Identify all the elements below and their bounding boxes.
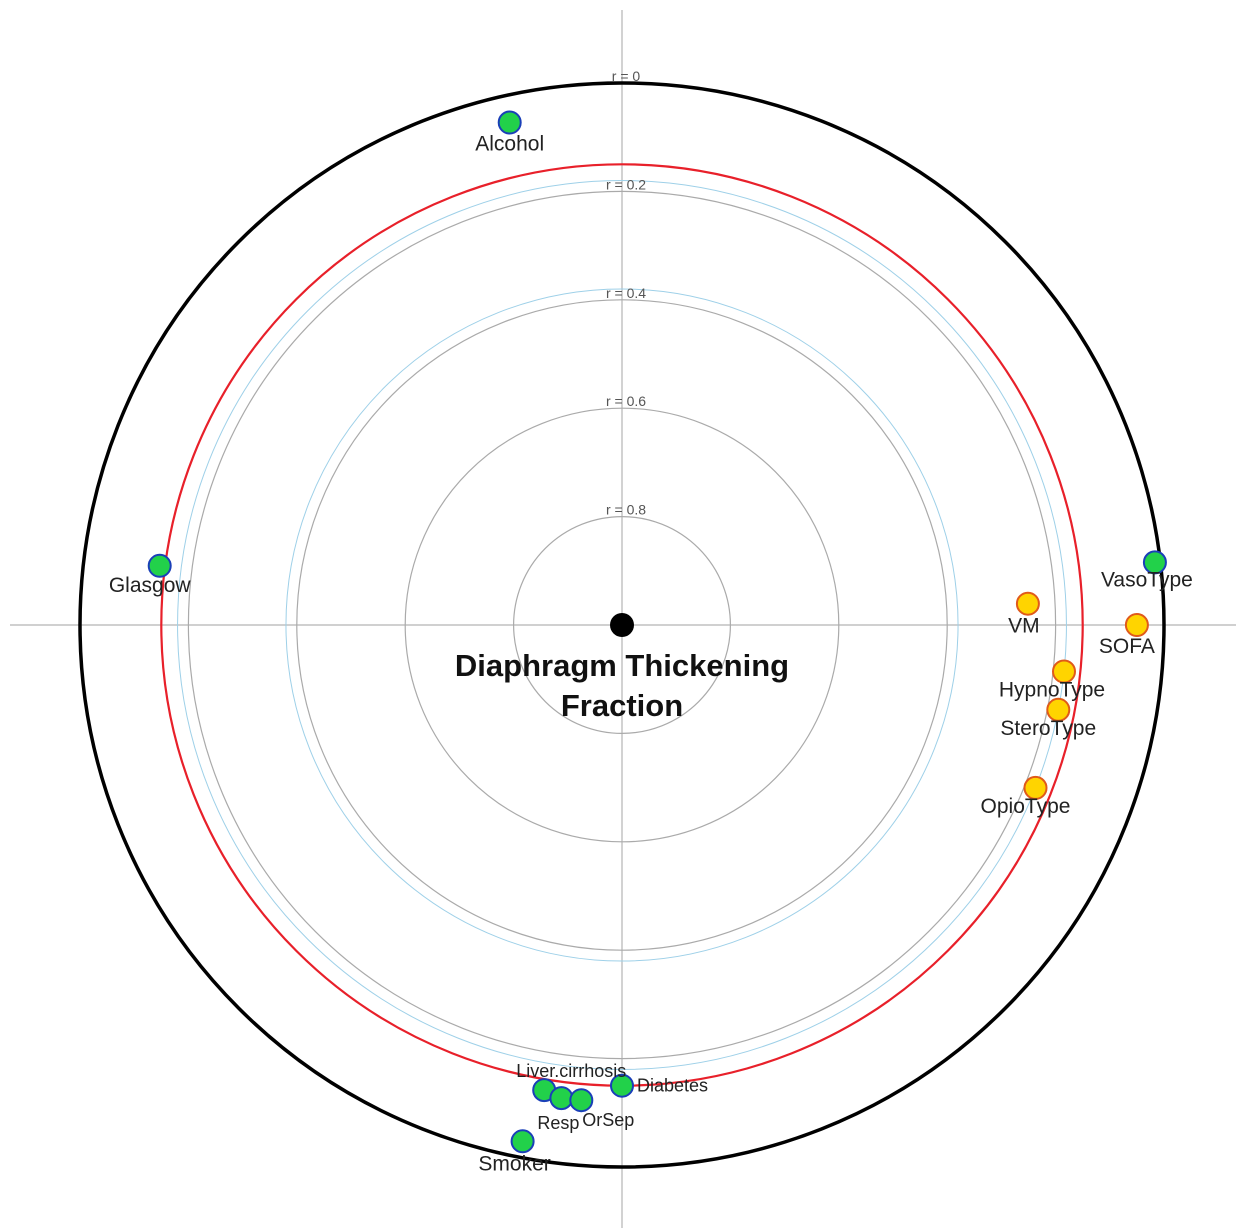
point-marker: [569, 1088, 594, 1113]
point-label: Smoker: [478, 1152, 550, 1175]
point-marker: [1142, 550, 1167, 575]
ring-r-4: [512, 515, 731, 734]
ring-r-1: [187, 190, 1057, 1060]
point-label: SteroType: [1000, 717, 1096, 740]
point-label: OrSep: [582, 1110, 634, 1130]
point-label: Liver.cirrhosis: [516, 1061, 626, 1081]
center-dot: [610, 613, 634, 637]
ring-label-4: r = 0.8: [606, 502, 646, 518]
point-marker: [497, 110, 522, 135]
point-marker: [510, 1129, 535, 1154]
ring-label-1: r = 0.2: [606, 176, 646, 192]
point-label: Glasgow: [109, 574, 192, 597]
guide-circle-2: [285, 288, 959, 962]
point-label: Diabetes: [637, 1076, 708, 1096]
point-marker: [1052, 659, 1076, 684]
point-label: SOFA: [1099, 635, 1155, 658]
ring-r-3: [404, 407, 840, 843]
point-label: Resp: [537, 1113, 579, 1133]
point-marker: [610, 1073, 634, 1098]
point-marker: [549, 1086, 574, 1111]
chart-title-line-1: Diaphragm Thickening: [455, 648, 789, 683]
point-label: VM: [1008, 615, 1040, 638]
point-marker: [147, 553, 172, 578]
point-marker: [1046, 697, 1071, 722]
ring-r-2: [296, 299, 948, 951]
point-marker: [1023, 775, 1048, 800]
guide-circle-1: [177, 180, 1067, 1070]
ring-label-0: r = 0: [612, 68, 641, 84]
rings-layer: r = 0 r = 0.2 r = 0.4 r = 0.6 r = 0.8: [78, 68, 1166, 1169]
ring-label-2: r = 0.4: [606, 285, 646, 301]
point-label: OpioType: [981, 795, 1071, 818]
point-marker: [1124, 613, 1149, 637]
point-label: HypnoType: [999, 679, 1105, 702]
point-marker: [1015, 591, 1040, 616]
point-label: Alcohol: [475, 133, 544, 156]
title-layer: Diaphragm Thickening Fraction: [455, 648, 789, 723]
ring-r-0: [78, 81, 1166, 1169]
ring-label-3: r = 0.6: [606, 393, 646, 409]
points-layer: Alcohol Glasgow VasoType VM SOFA HypnoType Ste…: [109, 110, 1193, 1175]
point-label: VasoType: [1101, 568, 1193, 591]
chart-title-line-2: Fraction: [561, 688, 683, 723]
